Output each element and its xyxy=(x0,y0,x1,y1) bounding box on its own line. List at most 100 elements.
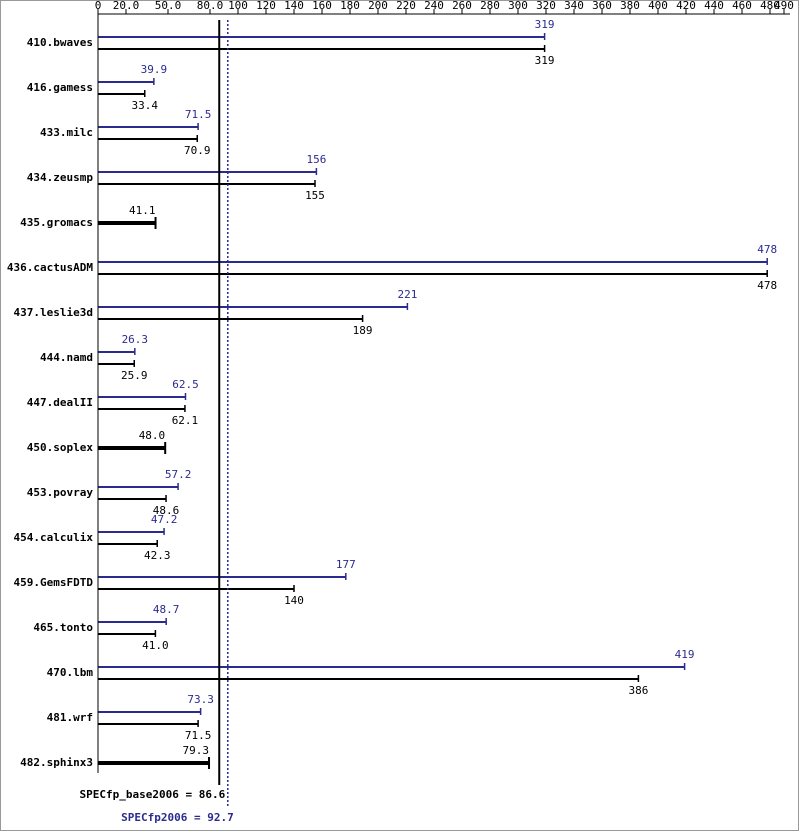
x-tick-label: 140 xyxy=(284,0,304,12)
bar xyxy=(98,36,545,38)
bar xyxy=(98,396,186,398)
category-label: 465.tonto xyxy=(33,621,93,634)
bar xyxy=(98,273,768,275)
bar xyxy=(98,171,317,173)
bar xyxy=(98,531,165,533)
category-label: 436.cactusADM xyxy=(7,261,93,274)
value-label: 39.9 xyxy=(141,63,168,76)
value-label: 71.5 xyxy=(185,108,212,121)
category-label: 416.gamess xyxy=(27,81,93,94)
x-tick-label: 180 xyxy=(340,0,360,12)
value-label: 156 xyxy=(306,153,326,166)
bar xyxy=(98,543,158,545)
value-label: 386 xyxy=(628,684,648,697)
bar xyxy=(98,48,545,50)
bar xyxy=(98,93,145,95)
bar xyxy=(98,261,768,263)
x-tick-label: 260 xyxy=(452,0,472,12)
x-tick-label: 220 xyxy=(396,0,416,12)
x-tick-label: 340 xyxy=(564,0,584,12)
value-label: 177 xyxy=(336,558,356,571)
value-label: 48.7 xyxy=(153,603,180,616)
bar xyxy=(98,81,154,83)
value-label: 319 xyxy=(535,18,555,31)
category-label: 434.zeusmp xyxy=(27,171,94,184)
bar xyxy=(98,498,167,500)
x-tick-label: 280 xyxy=(480,0,500,12)
x-tick-label: 360 xyxy=(592,0,612,12)
category-label: 459.GemsFDTD xyxy=(14,576,94,589)
value-label: 419 xyxy=(675,648,695,661)
bar xyxy=(98,306,408,308)
bar xyxy=(98,138,198,140)
category-label: 410.bwaves xyxy=(27,36,93,49)
x-tick-label: 440 xyxy=(704,0,724,12)
bar xyxy=(98,318,363,320)
category-label: 437.leslie3d xyxy=(14,306,93,319)
x-tick-label: 0 xyxy=(95,0,102,12)
value-label: 73.3 xyxy=(187,693,214,706)
category-label: 470.lbm xyxy=(47,666,94,679)
category-label: 482.sphinx3 xyxy=(20,756,93,769)
x-tick-label: 480 xyxy=(760,0,780,12)
bar xyxy=(98,588,294,590)
value-label: 62.5 xyxy=(172,378,199,391)
x-tick-label: 320 xyxy=(536,0,556,12)
bar xyxy=(98,351,135,353)
value-label: 42.3 xyxy=(144,549,171,562)
bar xyxy=(98,678,639,680)
reference-label: SPECfp_base2006 = 86.6 xyxy=(80,788,226,801)
x-tick-label: 80.0 xyxy=(197,0,224,12)
bar xyxy=(98,711,201,713)
value-label: 25.9 xyxy=(121,369,148,382)
category-label: 444.namd xyxy=(40,351,93,364)
x-tick-label: 490 xyxy=(774,0,794,12)
bar xyxy=(98,126,199,128)
value-label: 62.1 xyxy=(172,414,199,427)
value-label: 47.2 xyxy=(151,513,178,526)
bar xyxy=(98,723,199,725)
bar xyxy=(98,408,185,410)
bar xyxy=(98,363,135,365)
value-label: 70.9 xyxy=(184,144,211,157)
value-label: 48.6 xyxy=(153,504,180,517)
bar xyxy=(98,221,156,225)
x-tick-label: 200 xyxy=(368,0,388,12)
value-label: 79.3 xyxy=(183,744,210,757)
x-tick-label: 240 xyxy=(424,0,444,12)
bar xyxy=(98,486,179,488)
value-label: 33.4 xyxy=(132,99,159,112)
x-tick-label: 20.0 xyxy=(113,0,140,12)
value-label: 140 xyxy=(284,594,304,607)
value-label: 26.3 xyxy=(122,333,149,346)
x-tick-label: 160 xyxy=(312,0,332,12)
category-label: 454.calculix xyxy=(14,531,94,544)
value-label: 41.0 xyxy=(142,639,169,652)
bar xyxy=(98,633,156,635)
x-tick-label: 380 xyxy=(620,0,640,12)
bar xyxy=(98,576,346,578)
value-label: 319 xyxy=(535,54,555,67)
bar xyxy=(98,446,166,450)
category-label: 435.gromacs xyxy=(20,216,93,229)
x-tick-label: 120 xyxy=(256,0,276,12)
bar xyxy=(98,621,167,623)
value-label: 189 xyxy=(353,324,373,337)
x-tick-label: 300 xyxy=(508,0,528,12)
value-label: 71.5 xyxy=(185,729,212,742)
x-tick-label: 460 xyxy=(732,0,752,12)
bar xyxy=(98,183,315,185)
value-label: 478 xyxy=(757,279,777,292)
category-label: 453.povray xyxy=(27,486,94,499)
value-label: 48.0 xyxy=(139,429,166,442)
bar xyxy=(98,761,210,765)
bar xyxy=(98,666,685,668)
x-tick-label: 400 xyxy=(648,0,668,12)
x-tick-label: 420 xyxy=(676,0,696,12)
category-label: 450.soplex xyxy=(27,441,94,454)
x-tick-label: 50.0 xyxy=(155,0,182,12)
x-tick-label: 100 xyxy=(228,0,248,12)
value-label: 155 xyxy=(305,189,325,202)
